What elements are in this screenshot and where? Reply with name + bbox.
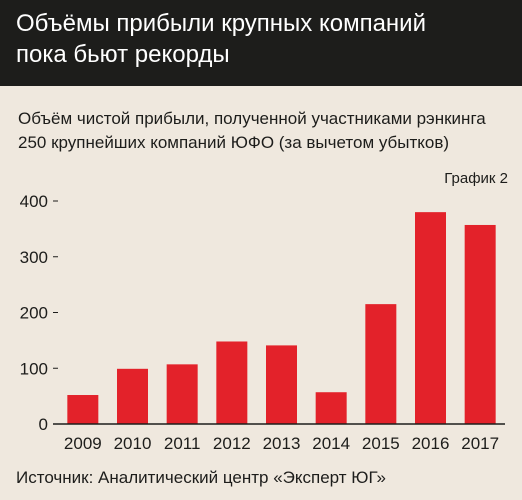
bars-group [67, 212, 496, 424]
x-tick-label: 2014 [312, 434, 350, 453]
source-note: Источник: Аналитический центр «Эксперт Ю… [16, 468, 386, 487]
bar-2012 [216, 341, 248, 424]
y-axis: 0 100 200 300 400 [20, 192, 58, 434]
bar-2016 [415, 212, 446, 424]
x-tick-label: 2015 [362, 434, 400, 453]
x-tick-label: 2009 [64, 434, 102, 453]
bar-2011 [166, 364, 198, 424]
y-tick-label: 0 [39, 415, 48, 434]
y-tick-label: 100 [20, 359, 48, 378]
y-tick-label: 400 [20, 192, 48, 211]
x-axis: 2009 2010 2011 2012 2013 2014 2015 2016 2017 [64, 434, 499, 453]
chart-number-label: График 2 [444, 170, 508, 187]
x-tick-label: 2017 [461, 434, 499, 453]
x-tick-label: 2011 [164, 434, 201, 453]
bar-2009 [67, 395, 99, 424]
x-tick-label: 2010 [114, 434, 152, 453]
x-tick-label: 2016 [412, 434, 450, 453]
bar-2014 [315, 392, 347, 424]
page-title: Объёмы прибыли крупных компаний пока бью… [16, 10, 426, 68]
y-tick-label: 200 [20, 304, 48, 323]
chart-subtitle: Объём чистой прибыли, полученной участни… [18, 109, 486, 152]
bar-2015 [365, 304, 397, 424]
bar-2017 [464, 224, 496, 424]
x-tick-label: 2012 [213, 434, 251, 453]
bar-2010 [117, 368, 148, 424]
bar-2013 [266, 345, 297, 424]
y-tick-label: 300 [20, 248, 48, 267]
header-banner: Объёмы прибыли крупных компаний пока бью… [0, 0, 522, 86]
x-tick-label: 2013 [263, 434, 301, 453]
